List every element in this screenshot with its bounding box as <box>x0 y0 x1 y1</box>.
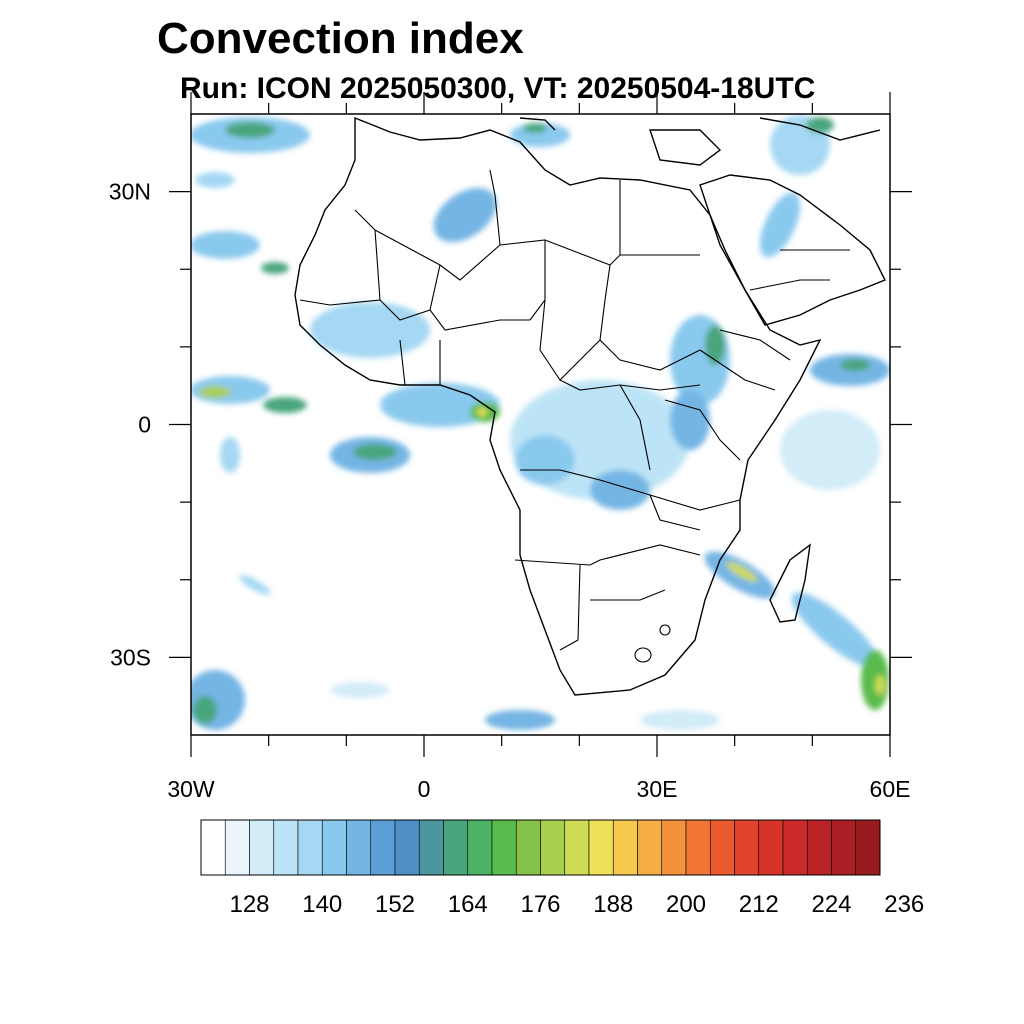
colorbar-swatch <box>588 819 614 876</box>
coastlines <box>294 116 886 696</box>
colorbar-swatch <box>224 819 250 876</box>
colorbar-swatch <box>637 819 663 876</box>
colorbar-swatch <box>564 819 590 876</box>
colorbar-label: 188 <box>593 891 633 918</box>
axis-layer: 30W 0 30E 60E 30N 0 30S <box>109 92 912 802</box>
colorbar-swatch <box>443 819 469 876</box>
lon-label: 60E <box>870 776 911 802</box>
colorbar-swatch <box>540 819 566 876</box>
colorbar-swatch <box>734 819 760 876</box>
colorbar-swatch <box>661 819 687 876</box>
lon-label: 30W <box>167 776 215 802</box>
colorbar-swatch <box>685 819 711 876</box>
colorbar-label: 200 <box>666 891 706 918</box>
colorbar-swatch <box>467 819 493 876</box>
colorbar-swatch <box>273 819 299 876</box>
country-borders <box>299 169 850 663</box>
lat-label: 30N <box>109 179 151 205</box>
chart-title: Convection index <box>157 14 524 63</box>
convection-field <box>191 115 890 730</box>
colorbar-label: 176 <box>520 891 560 918</box>
colorbar-swatch <box>418 819 444 876</box>
colorbar-label: 212 <box>739 891 779 918</box>
colorbar-label: 140 <box>302 891 342 918</box>
colorbar-swatch <box>758 819 784 876</box>
colorbar-swatch <box>200 819 226 876</box>
colorbar-label: 152 <box>375 891 415 918</box>
chart-subtitle: Run: ICON 2025050300, VT: 20250504-18UTC <box>180 72 816 105</box>
lat-label: 0 <box>138 412 151 438</box>
colorbar-swatch <box>370 819 396 876</box>
colorbar-swatch <box>515 819 541 876</box>
colorbar-swatch <box>491 819 517 876</box>
lat-label: 30S <box>110 644 151 670</box>
colorbar-label: 236 <box>884 891 924 918</box>
colorbar-swatch <box>831 819 857 876</box>
colorbar-swatch <box>394 819 420 876</box>
colorbar-swatch <box>297 819 323 876</box>
colorbar: 128 140 152 164 176 188 200 212 224 236 <box>200 819 924 918</box>
colorbar-swatch <box>806 819 832 876</box>
lon-label: 30E <box>637 776 678 802</box>
colorbar-swatch <box>782 819 808 876</box>
lon-label: 0 <box>418 776 431 802</box>
colorbar-swatch <box>249 819 275 876</box>
colorbar-outline <box>200 819 881 876</box>
colorbar-swatch <box>321 819 347 876</box>
colorbar-label: 128 <box>229 891 269 918</box>
colorbar-label: 164 <box>448 891 488 918</box>
colorbar-swatch <box>612 819 638 876</box>
colorbar-label: 224 <box>811 891 851 918</box>
colorbar-swatch <box>709 819 735 876</box>
colorbar-swatch <box>855 819 881 876</box>
colorbar-swatch <box>346 819 372 876</box>
